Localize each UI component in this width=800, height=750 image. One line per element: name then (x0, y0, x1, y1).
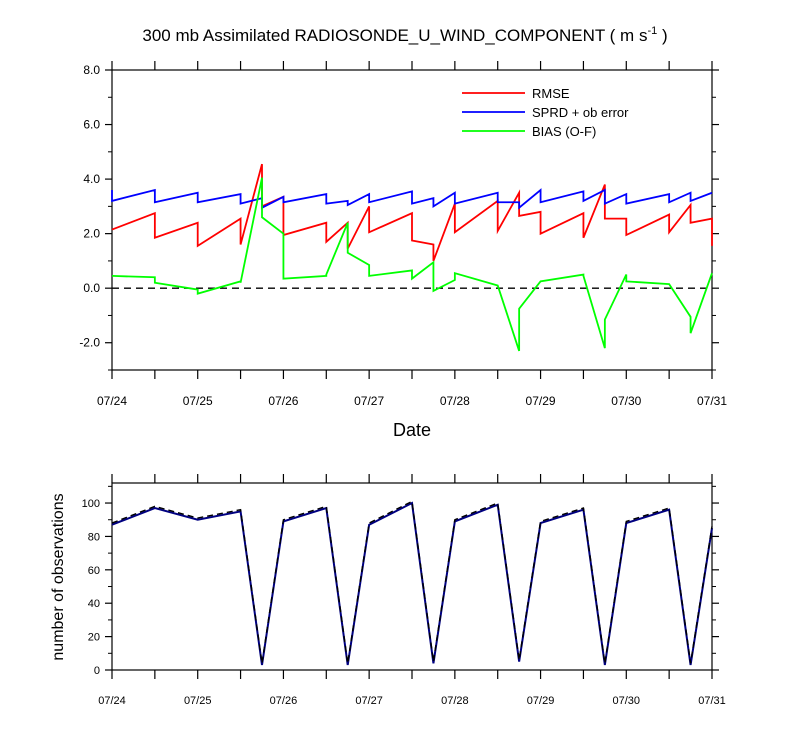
y-axis-label: number of observations (50, 493, 67, 660)
y-tick-label: 8.0 (83, 63, 100, 77)
x-tick-label: 07/25 (184, 695, 212, 707)
legend-label: SPRD + ob error (532, 105, 629, 120)
x-tick-label: 07/27 (355, 695, 383, 707)
y-tick-label: 100 (82, 498, 100, 510)
legend-label: BIAS (O-F) (532, 124, 596, 139)
chart-title-unit-superscript: -1 (647, 25, 657, 37)
y-tick-label: 0.0 (83, 281, 100, 295)
y-tick-label: -2.0 (79, 336, 100, 350)
x-tick-label: 07/29 (526, 394, 556, 408)
y-tick-label: 80 (88, 531, 100, 543)
chart-title-close: ) (657, 26, 667, 45)
x-tick-label: 07/26 (270, 695, 298, 707)
y-tick-label: 6.0 (83, 118, 100, 132)
top-chart: -2.0 0.0 2.0 4.0 6.0 8.0 07/24 07/25 07/26 07/27 0… (79, 25, 727, 440)
x-axis-label: Date (393, 420, 431, 440)
series-line-number-of-observations-dashed (111, 500, 713, 664)
x-tick-label: 07/28 (441, 695, 469, 707)
chart-title-main: 300 mb Assimilated RADIOSONDE_U_WIND_COM… (142, 26, 647, 45)
legend-label: RMSE (532, 86, 570, 101)
y-tick-label: 2.0 (83, 227, 100, 241)
y-tick-label: 4.0 (83, 172, 100, 186)
series-line-number-of-observations (111, 501, 713, 666)
x-tick-label: 07/27 (354, 394, 384, 408)
series-line-rmse (111, 163, 713, 262)
x-tick-label: 07/25 (183, 394, 213, 408)
bottom-chart: 0 20 40 60 80 100 07/24 07/25 07/26 07/27 07/28 07/… (50, 474, 726, 707)
x-tick-label: 07/28 (440, 394, 470, 408)
legend: RMSE SPRD + ob error BIAS (O-F) (462, 86, 629, 139)
plot-frame (111, 482, 713, 671)
x-tick-label: 07/24 (98, 695, 126, 707)
series-line-bias-o-f (111, 177, 713, 352)
y-tick-label: 40 (88, 598, 100, 610)
x-tick-label: 07/31 (698, 695, 726, 707)
x-tick-label: 07/26 (268, 394, 298, 408)
x-tick-label: 07/31 (697, 394, 727, 408)
y-tick-label: 60 (88, 565, 100, 577)
y-tick-label: 0 (94, 665, 100, 677)
x-tick-label: 07/29 (527, 695, 555, 707)
y-tick-label: 20 (88, 632, 100, 644)
x-tick-label: 07/30 (613, 695, 641, 707)
chart-title: 300 mb Assimilated RADIOSONDE_U_WIND_COM… (142, 25, 667, 45)
x-tick-label: 07/24 (97, 394, 127, 408)
series-line-sprd-ob-error (111, 188, 713, 210)
x-tick-label: 07/30 (611, 394, 641, 408)
